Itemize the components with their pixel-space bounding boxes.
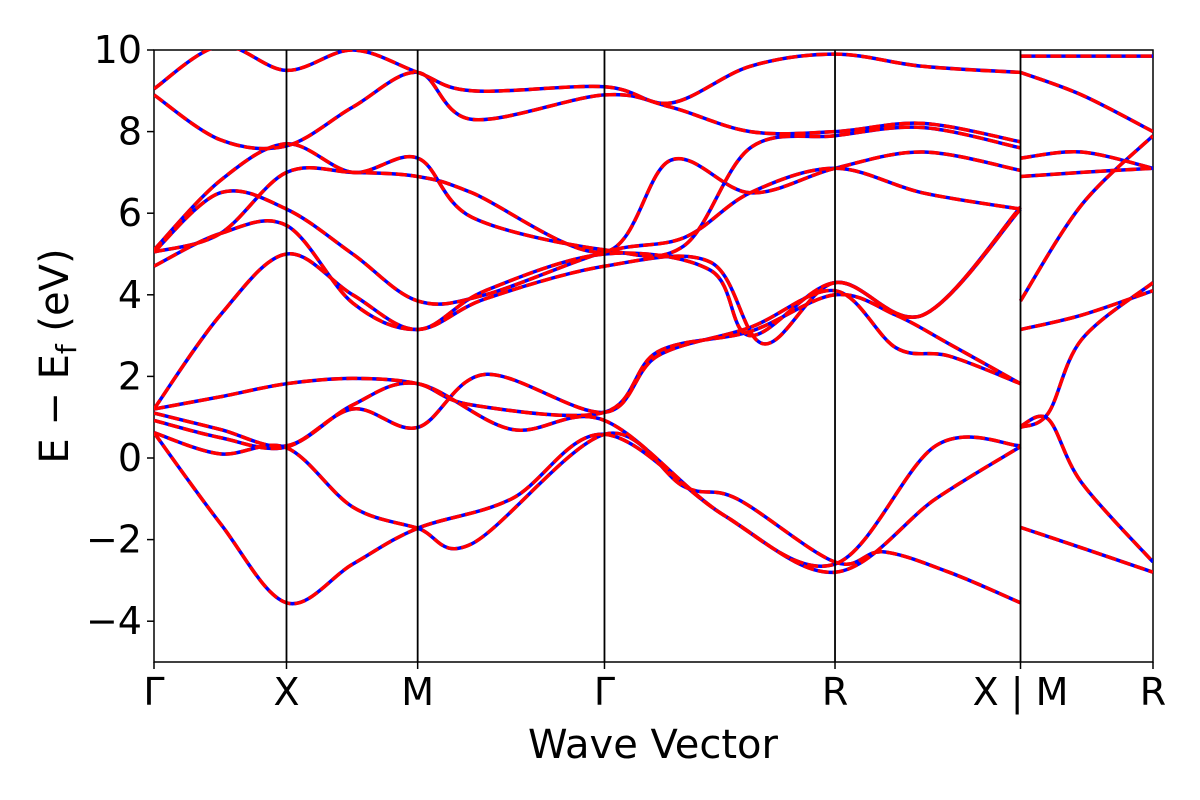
- x-tick-label: R: [822, 670, 848, 714]
- x-tick-label: X: [273, 670, 299, 714]
- y-tick-label: 6: [118, 191, 142, 235]
- y-tick-label: 4: [118, 273, 142, 317]
- y-tick-label: 2: [118, 354, 142, 398]
- x-axis-ticks: Γ X M Γ R X | M R: [143, 662, 1166, 715]
- band-line-blue: [154, 150, 1021, 255]
- y-tick-label: −4: [86, 599, 142, 643]
- band-line-red: [154, 292, 1022, 418]
- band-line-blue: [154, 166, 1021, 306]
- plot-area: [153, 49, 1154, 663]
- y-tick-label: −2: [86, 518, 142, 562]
- band-line-blue: [154, 50, 1021, 106]
- band-line-red: [1020, 149, 1153, 171]
- band-line-red: [154, 288, 1022, 449]
- band-line-red: [154, 431, 1022, 606]
- band-line-red: [1020, 289, 1153, 332]
- band-line-red: [154, 50, 1021, 106]
- x-tick-label: M: [401, 670, 434, 714]
- x-axis-title: Wave Vector: [528, 722, 779, 768]
- band-line-red: [154, 207, 1022, 346]
- band-line-blue: [154, 431, 1022, 606]
- band-line-blue: [154, 207, 1022, 346]
- x-tick-label: Γ: [594, 670, 615, 714]
- y-axis-title-sub: f: [50, 343, 83, 354]
- band-line-red: [154, 150, 1021, 255]
- band-line-blue: [1019, 281, 1153, 430]
- band-line-red: [154, 205, 1022, 411]
- band-line-red: [154, 70, 1021, 151]
- band-line-blue: [1019, 134, 1153, 302]
- y-axis-title-main: E − E: [32, 354, 78, 464]
- band-line-red: [1020, 166, 1153, 179]
- y-tick-label: 8: [118, 110, 142, 154]
- bands-layer: [154, 50, 1153, 606]
- band-line-blue: [154, 205, 1022, 411]
- band-line-red: [1019, 281, 1153, 430]
- band-line-red: [1019, 414, 1153, 564]
- kpoint-lines: [285, 50, 1022, 662]
- y-axis-title: E − Ef (eV): [32, 248, 83, 463]
- band-line-red: [154, 166, 1021, 306]
- x-tick-label: X | M: [973, 670, 1069, 715]
- band-line-red: [1019, 525, 1153, 574]
- band-line-blue: [154, 70, 1021, 151]
- band-line-blue: [154, 431, 1022, 605]
- band-line-red: [154, 431, 1022, 605]
- y-tick-label: 10: [94, 28, 142, 72]
- y-axis-title-unit: (eV): [32, 248, 78, 344]
- band-line-red: [1019, 134, 1153, 302]
- plot-frame: [153, 49, 1154, 663]
- x-tick-label: Γ: [143, 670, 164, 714]
- x-tick-label: R: [1140, 670, 1166, 714]
- y-tick-label: 0: [118, 436, 142, 480]
- band-line-red: [1019, 70, 1153, 134]
- y-axis-ticks: −4 −2 0 2 4 6 8 10: [86, 28, 154, 643]
